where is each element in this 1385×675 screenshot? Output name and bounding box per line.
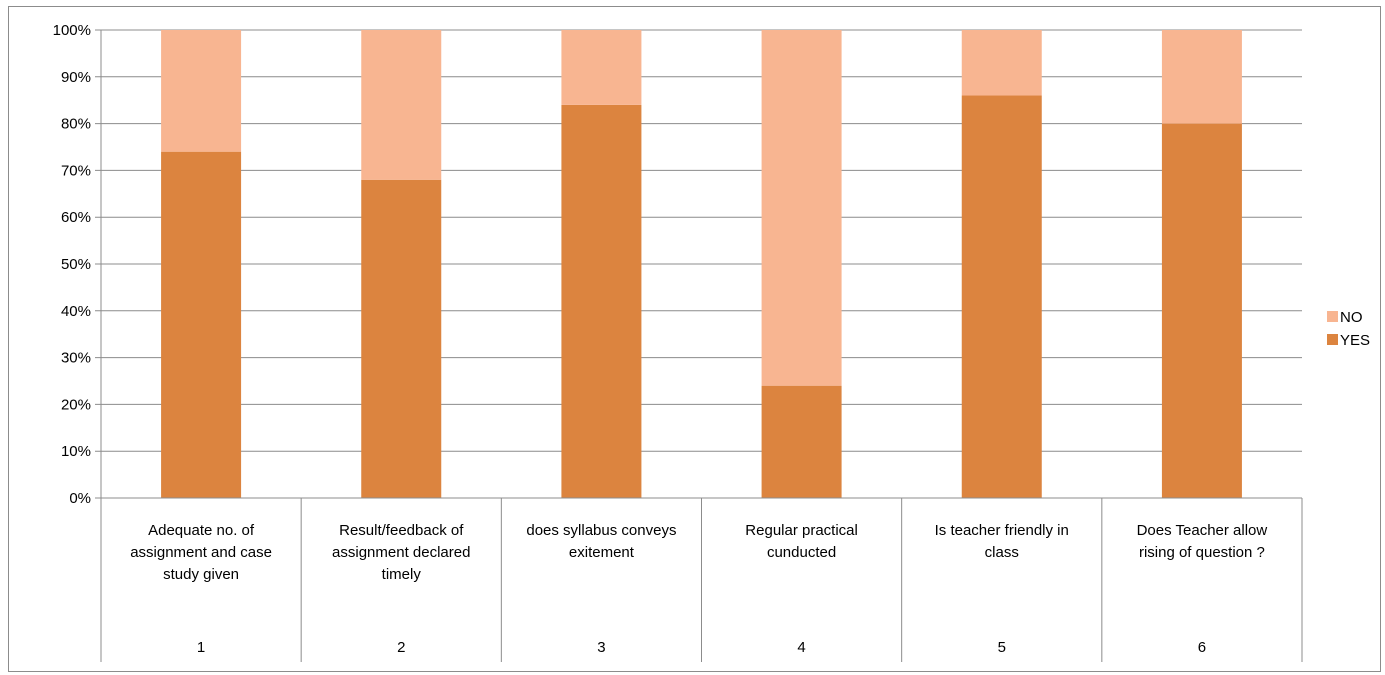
x-axis-category-labels: Adequate no. of assignment and case study …: [130, 522, 1267, 583]
y-tick-label: 70%: [61, 162, 91, 179]
y-tick-label: 40%: [61, 303, 91, 320]
x-category-label: Is teacher friendly in class: [935, 522, 1069, 561]
x-category-label: Does Teacher allow rising of question ?: [1137, 522, 1268, 561]
bar-yes-6: [1161, 123, 1242, 498]
x-group-label: 4: [797, 639, 805, 656]
bar-no-4: [761, 30, 842, 386]
legend-swatch-no: [1327, 311, 1338, 322]
legend-label-yes: YES: [1340, 332, 1370, 349]
bar-no-5: [961, 30, 1042, 96]
bar-yes-1: [161, 151, 242, 498]
y-tick-label: 60%: [61, 209, 91, 226]
legend-label-no: NO: [1340, 309, 1363, 326]
x-group-label: 6: [1198, 639, 1206, 656]
y-tick-label: 10%: [61, 443, 91, 460]
y-tick-label: 30%: [61, 350, 91, 367]
axes: [100, 30, 1303, 662]
bar-no-2: [361, 30, 442, 180]
x-category-label: Result/feedback of assignment declared tim…: [332, 522, 470, 583]
y-axis-tick-labels: 0% 10% 20% 30% 40% 50% 60% 70% 80% 90% 100%: [53, 22, 91, 507]
bar-no-6: [1161, 30, 1242, 124]
y-tick-label: 50%: [61, 256, 91, 273]
x-category-label: Regular practical cunducted: [745, 522, 858, 561]
y-tick-label: 80%: [61, 116, 91, 133]
x-axis-group-labels: 1 2 3 4 5 6: [197, 639, 1206, 656]
x-group-label: 1: [197, 639, 205, 656]
y-tick-label: 90%: [61, 69, 91, 86]
bar-no-1: [161, 30, 242, 152]
stacked-bar-chart: 0% 10% 20% 30% 40% 50% 60% 70% 80% 90% 100% Adequa…: [53, 22, 1370, 662]
bar-yes-3: [561, 104, 642, 498]
x-group-label: 3: [597, 639, 605, 656]
y-tick-label: 100%: [53, 22, 91, 39]
legend: NO YES: [1327, 309, 1370, 349]
bar-yes-4: [761, 385, 842, 498]
x-category-label: does syllabus conveys exitement: [526, 522, 676, 561]
x-category-label: Adequate no. of assignment and case study …: [130, 522, 272, 583]
bar-yes-2: [361, 179, 442, 498]
y-tick-label: 20%: [61, 396, 91, 413]
gridlines: [95, 29, 1302, 499]
x-group-label: 5: [998, 639, 1006, 656]
bars: [161, 30, 1242, 499]
bar-no-3: [561, 30, 642, 105]
x-group-label: 2: [397, 639, 405, 656]
legend-swatch-yes: [1327, 334, 1338, 345]
chart-area: 0% 10% 20% 30% 40% 50% 60% 70% 80% 90% 100% Adequa…: [8, 6, 1381, 672]
bar-yes-5: [961, 95, 1042, 499]
y-tick-label: 0%: [69, 490, 91, 507]
